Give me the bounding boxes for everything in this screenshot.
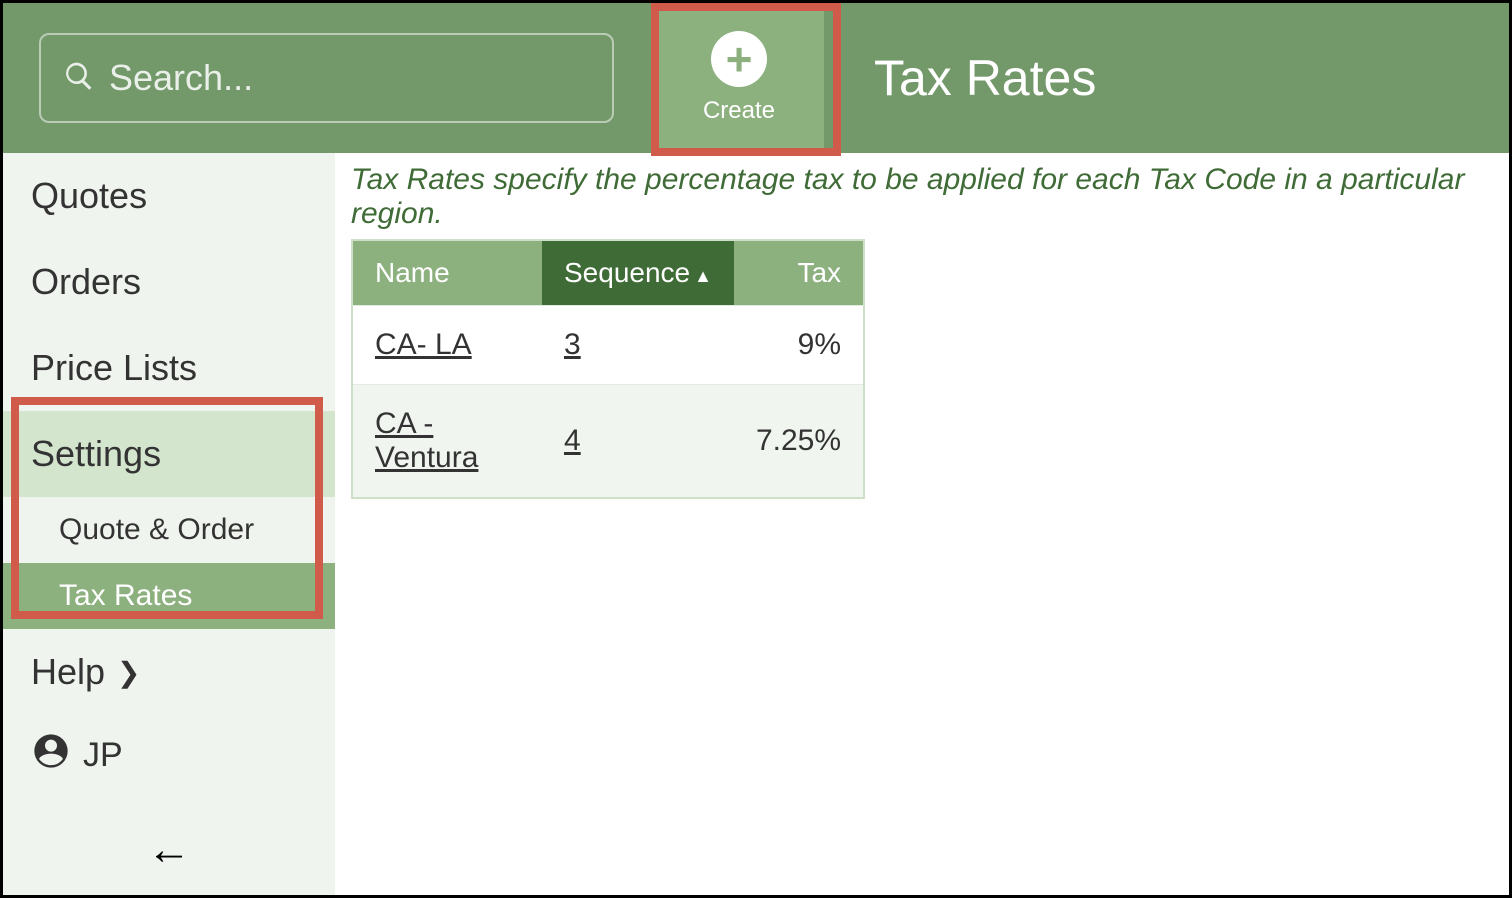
search-box[interactable] bbox=[39, 33, 614, 123]
sidebar-item-quotes[interactable]: Quotes bbox=[3, 153, 335, 239]
table-body: CA- LA39%CA - Ventura47.25% bbox=[352, 306, 864, 499]
sidebar: Quotes Orders Price Lists Settings Quote… bbox=[3, 153, 335, 895]
tax-rates-table: NameSequence▲Tax CA- LA39%CA - Ventura47… bbox=[351, 239, 865, 499]
column-header-sequence[interactable]: Sequence▲ bbox=[542, 240, 734, 306]
cell-sequence[interactable]: 4 bbox=[542, 385, 734, 499]
help-label: Help bbox=[31, 651, 105, 693]
column-header-name[interactable]: Name bbox=[352, 240, 542, 306]
chevron-right-icon: ❯ bbox=[117, 656, 140, 689]
sidebar-item-price-lists[interactable]: Price Lists bbox=[3, 325, 335, 411]
table-header-row: NameSequence▲Tax bbox=[352, 240, 864, 306]
cell-tax: 7.25% bbox=[734, 385, 864, 499]
page-description: Tax Rates specify the percentage tax to … bbox=[351, 163, 1493, 231]
cell-name[interactable]: CA - Ventura bbox=[352, 385, 542, 499]
sidebar-item-orders[interactable]: Orders bbox=[3, 239, 335, 325]
create-label: Create bbox=[703, 97, 775, 125]
collapse-sidebar-button[interactable]: ← bbox=[3, 805, 335, 895]
plus-icon: + bbox=[711, 31, 767, 87]
user-initials: JP bbox=[83, 736, 123, 775]
main-content: Tax Rates specify the percentage tax to … bbox=[335, 153, 1509, 895]
table-row: CA - Ventura47.25% bbox=[352, 385, 864, 499]
cell-name[interactable]: CA- LA bbox=[352, 306, 542, 385]
table-row: CA- LA39% bbox=[352, 306, 864, 385]
sidebar-user[interactable]: JP bbox=[3, 715, 335, 796]
app-header: + Create Tax Rates bbox=[3, 3, 1509, 153]
column-header-tax[interactable]: Tax bbox=[734, 240, 864, 306]
arrow-left-icon: ← bbox=[147, 825, 191, 874]
sidebar-item-quote-order[interactable]: Quote & Order bbox=[3, 497, 335, 563]
user-icon bbox=[31, 731, 83, 780]
create-button[interactable]: + Create bbox=[654, 4, 824, 152]
page-title: Tax Rates bbox=[874, 49, 1096, 107]
sidebar-item-settings[interactable]: Settings bbox=[3, 411, 335, 497]
cell-sequence[interactable]: 3 bbox=[542, 306, 734, 385]
sidebar-item-tax-rates[interactable]: Tax Rates bbox=[3, 563, 335, 629]
sidebar-item-help[interactable]: Help ❯ bbox=[3, 629, 335, 715]
search-input[interactable] bbox=[109, 57, 590, 99]
sort-asc-icon: ▲ bbox=[694, 266, 712, 286]
cell-tax: 9% bbox=[734, 306, 864, 385]
search-icon bbox=[63, 60, 109, 97]
